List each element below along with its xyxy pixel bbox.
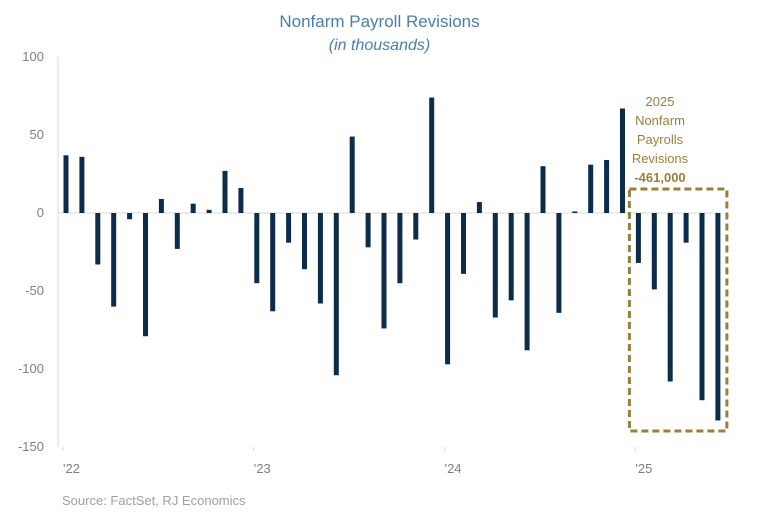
highlight-box-2025 <box>627 187 729 433</box>
bar <box>476 202 482 213</box>
bar <box>699 213 705 401</box>
bar <box>111 213 117 307</box>
bar <box>349 136 355 213</box>
bar <box>429 97 435 213</box>
bar <box>381 213 387 329</box>
y-tick-label: 0 <box>37 205 44 220</box>
bar <box>651 213 657 290</box>
annotation-line-4: Revisions <box>631 151 689 166</box>
bar <box>238 188 244 213</box>
bar <box>604 159 610 213</box>
bar <box>317 213 323 304</box>
bar <box>445 213 451 365</box>
chart-title: Nonfarm Payroll Revisions <box>279 12 480 31</box>
y-tick-label: 100 <box>22 49 44 64</box>
bar <box>572 211 578 213</box>
bar <box>270 213 276 312</box>
bar <box>556 213 562 313</box>
bar <box>524 213 530 351</box>
bar <box>206 209 212 213</box>
bar <box>461 213 466 274</box>
y-tick-label: -50 <box>25 283 44 298</box>
bar <box>286 213 292 243</box>
x-tick-label: '23 <box>254 461 271 476</box>
bar <box>143 213 148 337</box>
annotation-line-3: Payrolls <box>636 132 684 147</box>
bar <box>365 213 371 248</box>
bar <box>222 170 228 213</box>
bar <box>540 166 546 213</box>
x-tick-label: '24 <box>445 461 462 476</box>
y-tick-label: -100 <box>18 361 44 376</box>
bar <box>683 213 689 243</box>
bar <box>620 108 625 213</box>
y-tick-label: -150 <box>18 439 44 454</box>
bar <box>174 213 180 249</box>
bar <box>158 198 164 213</box>
annotation-line-2: Nonfarm <box>635 113 685 128</box>
bar <box>413 213 419 240</box>
bar <box>254 213 260 284</box>
bar <box>127 213 133 220</box>
bar <box>63 155 69 213</box>
bar <box>190 203 196 213</box>
bar <box>302 213 307 270</box>
x-tick-label: '25 <box>635 461 652 476</box>
y-tick-label: 50 <box>30 127 44 142</box>
source-note: Source: FactSet, RJ Economics <box>62 493 246 508</box>
bar <box>397 213 403 284</box>
bar <box>588 164 594 213</box>
bar <box>667 213 673 382</box>
annotation-value: -461,000 <box>634 170 686 185</box>
bar <box>715 213 721 421</box>
bar <box>635 213 641 263</box>
bar <box>492 213 498 318</box>
bar <box>95 213 101 265</box>
annotation-line-1: 2025 <box>645 94 675 109</box>
bar <box>508 213 514 301</box>
bar <box>333 213 339 376</box>
bar <box>79 156 85 213</box>
x-tick-label: '22 <box>63 461 80 476</box>
chart-subtitle: (in thousands) <box>328 37 431 54</box>
